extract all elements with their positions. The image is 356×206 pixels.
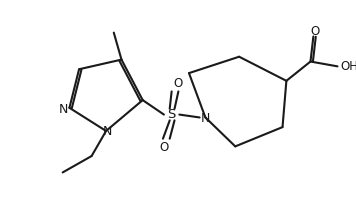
Text: O: O xyxy=(159,141,168,154)
Text: N: N xyxy=(102,125,112,138)
Text: OH: OH xyxy=(340,60,356,73)
Text: N: N xyxy=(59,103,68,116)
Text: N: N xyxy=(201,112,210,125)
Text: O: O xyxy=(311,25,320,38)
Text: S: S xyxy=(167,108,176,121)
Text: O: O xyxy=(174,77,183,90)
